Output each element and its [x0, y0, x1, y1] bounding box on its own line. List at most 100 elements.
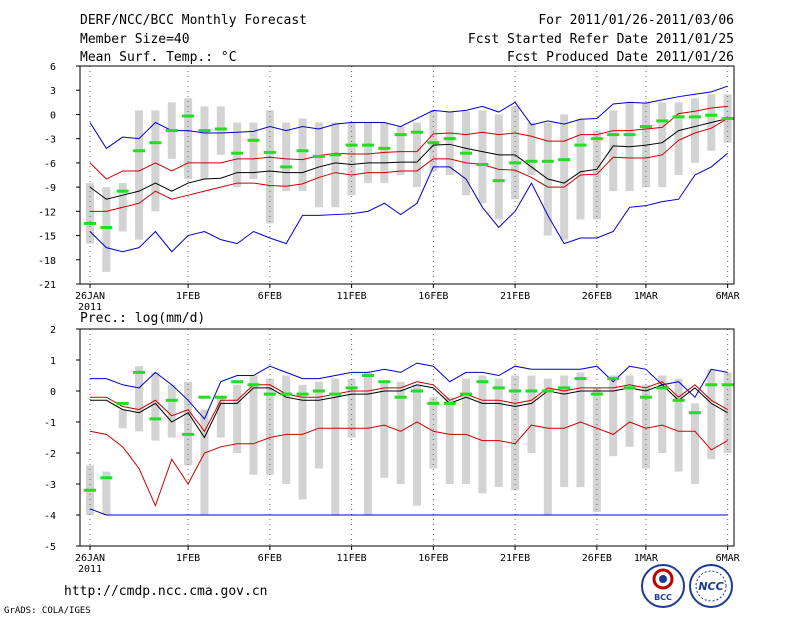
y-tick-label: 3 — [50, 86, 56, 97]
median-mark — [116, 401, 129, 405]
spread-box — [184, 98, 193, 180]
y-tick-label: -5 — [44, 542, 56, 553]
y-tick-label: 1 — [50, 356, 56, 367]
ensemble-min-line — [89, 152, 728, 253]
x-tick-label: 16FEB — [418, 553, 448, 564]
median-mark — [198, 129, 211, 133]
median-mark — [525, 159, 538, 163]
spread-box — [560, 375, 569, 488]
spread-box — [233, 122, 242, 188]
spread-box — [396, 381, 405, 484]
median-mark — [574, 143, 587, 147]
plot-frame — [79, 328, 735, 547]
median-mark — [378, 380, 391, 384]
y-tick-label: -3 — [44, 480, 56, 491]
median-mark — [214, 395, 227, 399]
spread-box — [576, 372, 585, 488]
spread-box — [413, 384, 421, 506]
median-mark — [263, 392, 276, 396]
spread-box — [200, 409, 209, 515]
median-mark — [133, 370, 146, 374]
median-mark — [263, 150, 276, 154]
median-mark — [84, 221, 96, 225]
spread-box — [314, 381, 323, 469]
y-tick-label: -4 — [44, 511, 56, 522]
x-tick-label: 1MAR — [634, 291, 659, 302]
spread-box — [298, 384, 307, 500]
median-mark — [558, 386, 571, 390]
spread-box — [690, 98, 699, 163]
median-mark — [492, 179, 505, 183]
spread-box — [314, 122, 323, 208]
spread-box — [560, 114, 569, 240]
median-mark — [411, 130, 423, 134]
plot-frame — [79, 65, 735, 285]
spread-box — [298, 118, 307, 192]
spread-box — [167, 384, 176, 438]
median-mark — [509, 161, 522, 165]
x-tick-label: 26FEB — [582, 553, 612, 564]
spread-box — [511, 375, 520, 491]
median-mark — [214, 127, 227, 131]
spread-box — [413, 122, 421, 188]
spread-box — [380, 381, 389, 478]
y-tick-label: -18 — [38, 256, 56, 267]
y-tick-label: -1 — [44, 418, 56, 429]
median-mark — [84, 488, 96, 492]
median-mark — [623, 386, 636, 390]
x-tick-label: 6FEB — [258, 291, 282, 302]
median-mark — [525, 389, 538, 393]
spread-box — [494, 114, 503, 220]
median-mark — [672, 398, 685, 402]
spread-box — [576, 118, 585, 220]
ncc-logo-text: NCC — [698, 580, 723, 593]
median-mark — [100, 225, 113, 229]
spread-box — [527, 122, 536, 175]
median-mark — [231, 151, 244, 155]
median-mark — [165, 398, 178, 402]
x-tick-year: 2011 — [78, 564, 102, 575]
plus-sd-line — [89, 105, 728, 180]
median-mark — [460, 151, 473, 155]
forecast-started-date: Fcst Started Refer Date 2011/01/25 — [468, 32, 734, 47]
median-mark — [361, 143, 374, 147]
spread-box — [249, 375, 258, 475]
spread-box — [609, 110, 618, 192]
spread-box — [396, 126, 405, 175]
median-mark — [541, 159, 554, 163]
median-mark — [149, 417, 162, 421]
median-mark — [460, 392, 473, 396]
spread-box — [216, 106, 225, 155]
x-tick-label: 21FEB — [500, 553, 530, 564]
bcc-logo-text: BCC — [654, 593, 672, 602]
spread-box — [86, 183, 94, 244]
x-tick-label: 26FEB — [582, 291, 612, 302]
member-size: Member Size=40 — [80, 32, 190, 47]
ensemble-mean-line — [90, 384, 728, 439]
median-mark — [672, 115, 685, 119]
ensemble-mean-line — [89, 117, 728, 200]
y-tick-label: 0 — [50, 387, 56, 398]
median-mark — [296, 392, 309, 396]
x-tick-label: 6MAR — [716, 291, 741, 302]
median-mark — [607, 133, 620, 137]
spread-box — [592, 130, 601, 220]
median-mark — [394, 133, 407, 137]
y-tick-label: -15 — [38, 232, 56, 243]
median-mark — [607, 377, 620, 381]
median-mark — [541, 389, 554, 393]
median-mark — [688, 411, 701, 415]
median-mark — [688, 115, 701, 119]
spread-box — [200, 106, 209, 180]
median-mark — [427, 401, 440, 405]
grads-credit: GrADS: COLA/IGES — [4, 606, 91, 616]
median-mark — [378, 146, 391, 150]
spread-box — [102, 471, 111, 515]
spread-box — [347, 122, 356, 196]
median-mark — [656, 386, 669, 390]
median-mark — [639, 395, 652, 399]
x-tick-label: 26JAN — [75, 553, 105, 564]
y-tick-label: -2 — [44, 449, 56, 460]
y-tick-label: -12 — [38, 207, 56, 218]
